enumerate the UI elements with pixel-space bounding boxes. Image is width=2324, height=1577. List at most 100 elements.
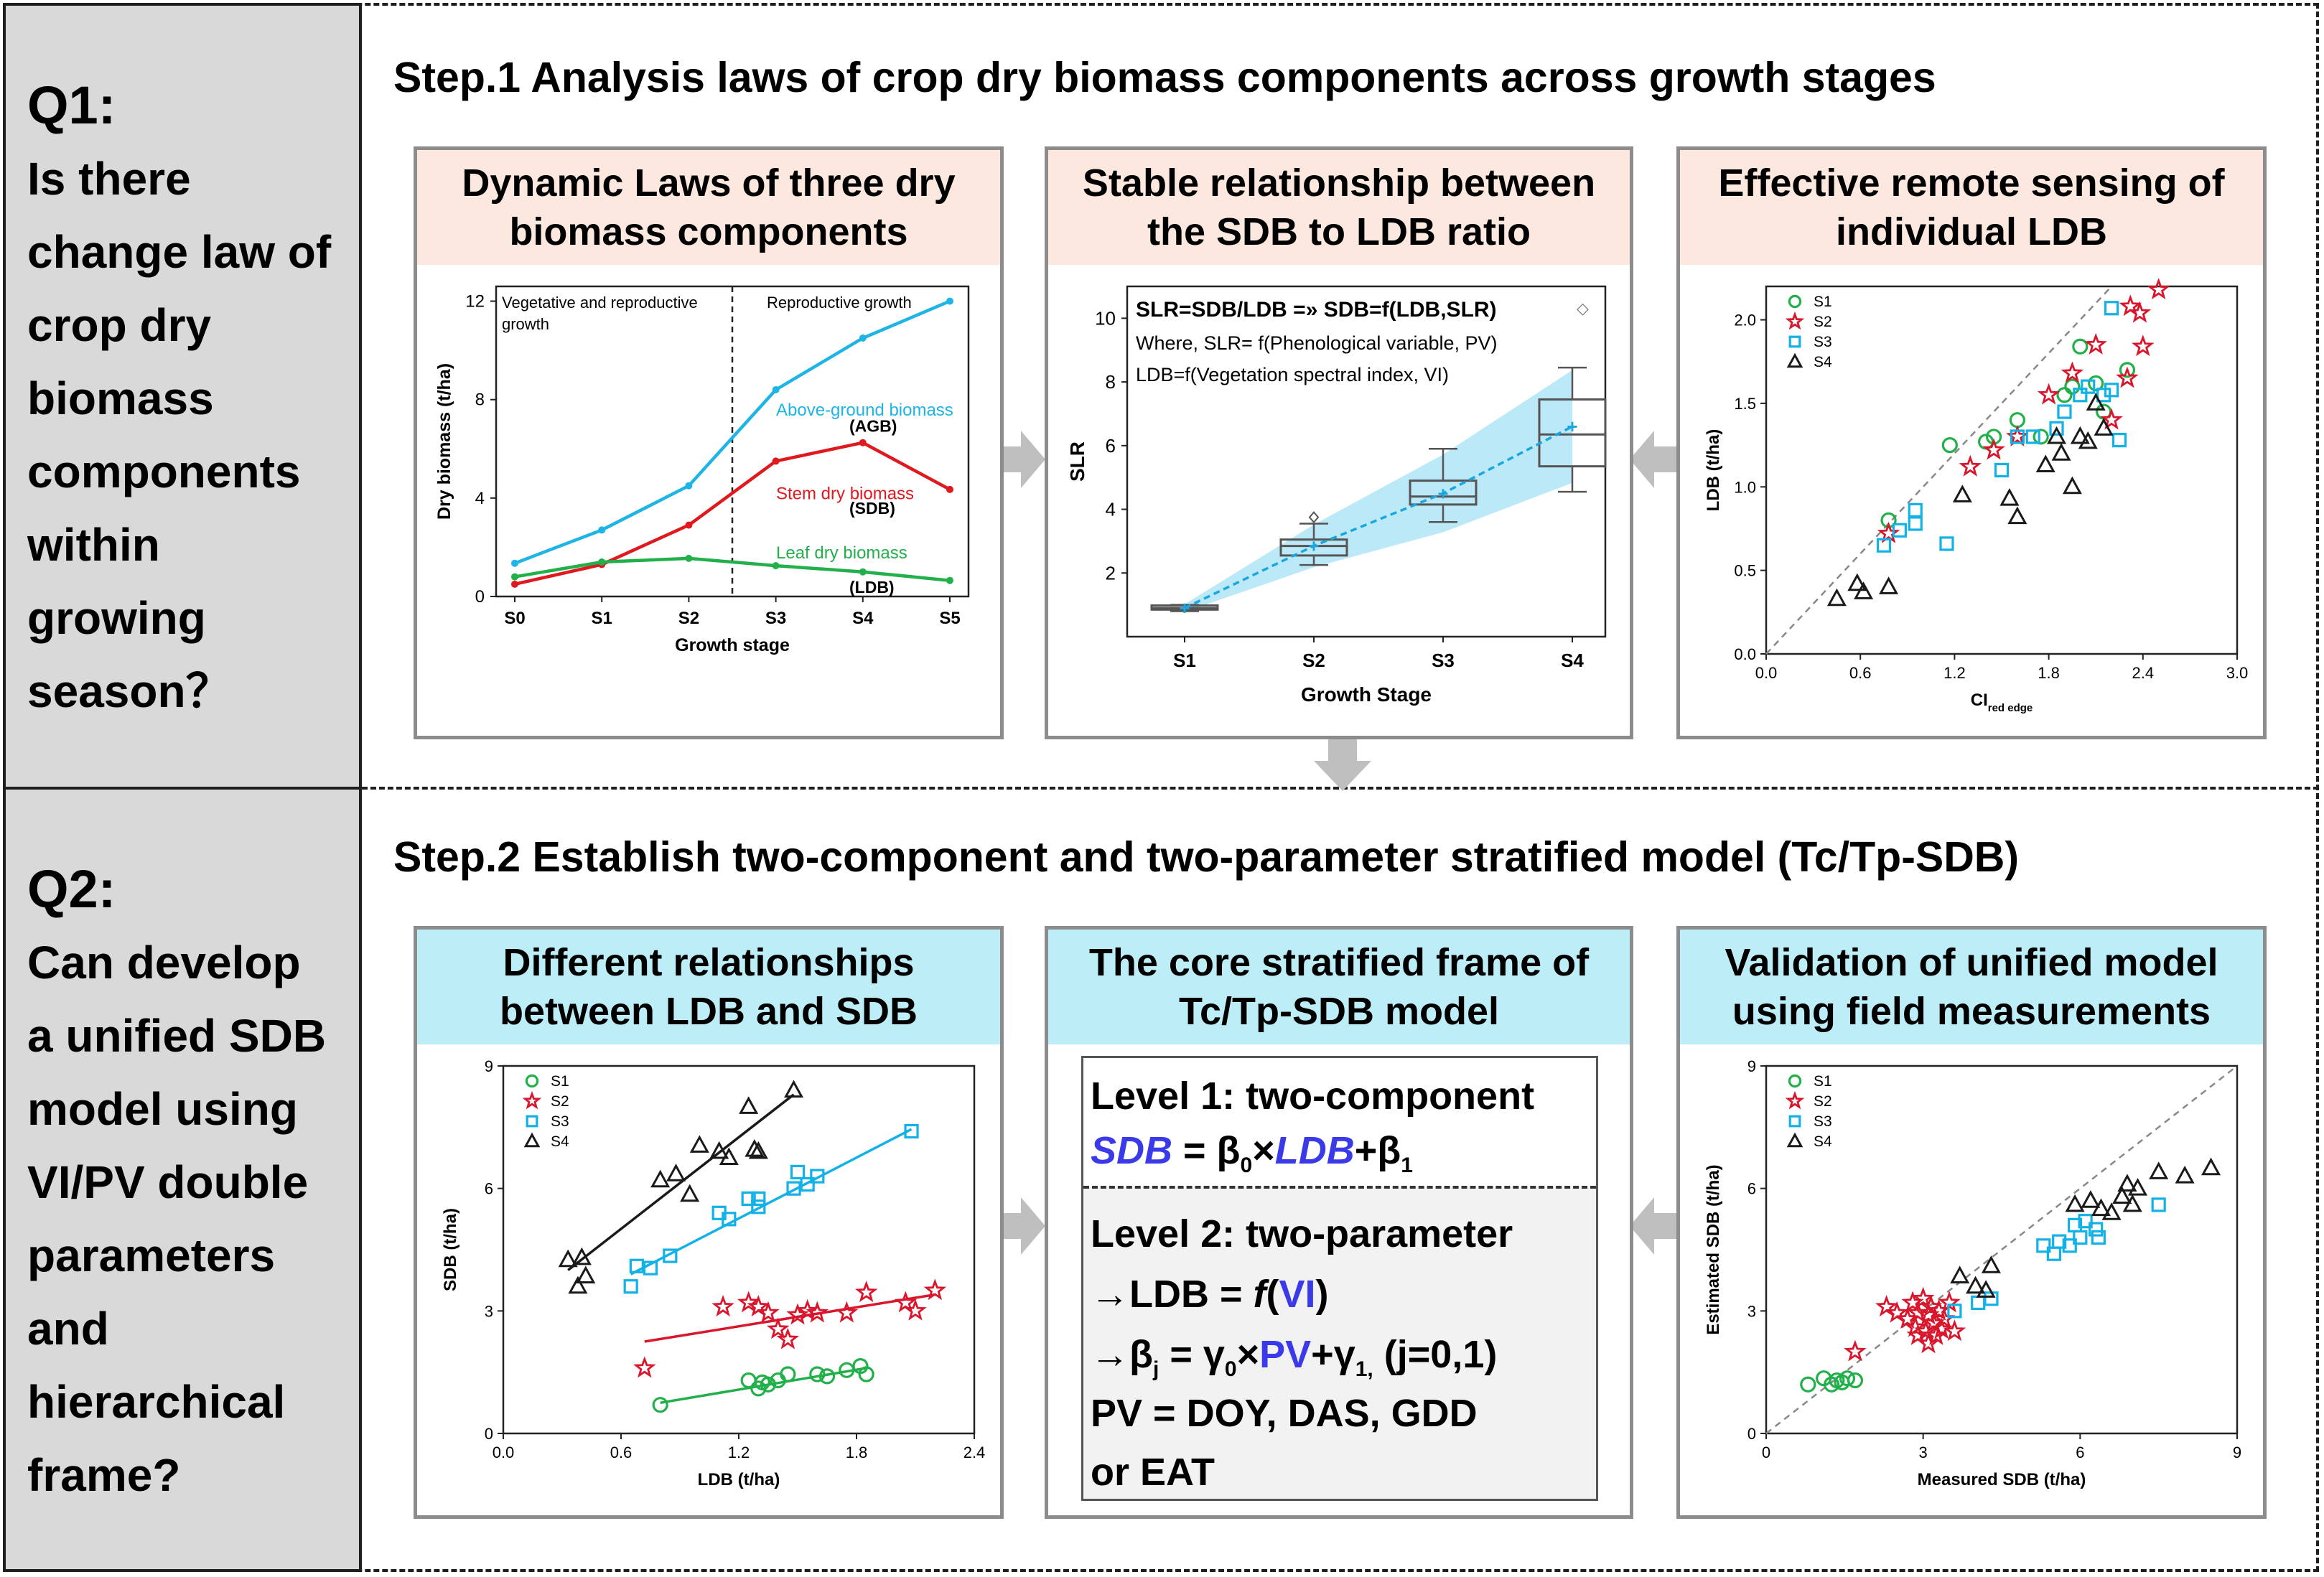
panel-title-line: Dynamic Laws of three dry [462,162,956,205]
reference-line [1765,1065,2238,1434]
x-tick-label: 3 [1919,1443,1928,1461]
y-tick-label: 12 [465,292,485,312]
square-marker [526,1115,538,1128]
square-marker [1939,536,1954,551]
triangle-marker [1999,487,2020,506]
circle-marker [2064,378,2081,395]
q1-line: growing [27,592,206,644]
eq-sub: 1 [1401,1153,1413,1177]
agb-label: Above-ground biomass [776,401,953,420]
eq-text: = γ [1159,1333,1225,1376]
eq-sub: j [1152,1357,1159,1381]
triangle-marker [2117,1174,2137,1192]
x-axis-label: Growth Stage [1301,683,1432,706]
star-marker [2100,408,2123,430]
panel-title-line: individual LDB [1835,210,2107,253]
eq-text: →β [1091,1333,1153,1376]
triangle-marker [2046,426,2067,444]
triangle-marker [1976,1280,1996,1298]
triangle-marker [2101,1202,2122,1220]
star-marker [835,1301,859,1323]
panel-slr-relationship: Stable relationship between the SDB to LD… [1045,146,1633,739]
triangle-marker [2091,1198,2111,1217]
level2-beta-eq: →βj = γ0×PV+γ1, (j=0,1) [1091,1332,1497,1382]
circle-marker [1847,1372,1864,1389]
x-tick-label: 2.4 [963,1443,986,1461]
eq-sub: 0 [1240,1153,1253,1177]
star-marker [2147,278,2170,300]
square-marker [643,1260,658,1276]
square-marker [2036,1238,2051,1253]
x-tick-label: 1.2 [1943,664,1966,682]
circle-marker [2056,387,2073,403]
agb-abbr: (AGB) [849,416,897,435]
panel-title: Effective remote sensing of individual LD… [1680,150,2263,265]
circle-marker [1839,1370,1856,1387]
x-tick-label: 1.8 [2038,664,2060,682]
agb-point [511,559,518,567]
eq-text: →LDB = [1091,1273,1254,1316]
y-axis-label: SLR [1066,441,1088,482]
legend-label: S3 [1814,334,1832,350]
triangle-marker [1966,1276,1986,1294]
square-marker [2089,1222,2104,1237]
level2-title: Level 2: two-parameter [1091,1212,1513,1255]
sdb-label: Stem dry biomass [776,485,914,504]
legend-diamond: ◇ [1577,299,1589,317]
circle-marker [1800,1376,1816,1393]
square-marker [2057,404,2072,419]
level1-equation: SDB = β0×LDB+β1 [1091,1128,1413,1178]
mean-marker: + [1308,535,1319,557]
ldb-abbr: (LDB) [849,578,895,596]
mean-marker: + [1179,597,1190,619]
legend-label: S3 [551,1113,569,1130]
triangle-marker [2094,418,2114,436]
q2-line: parameters [27,1230,276,1281]
legend-label: S1 [1814,1073,1832,1090]
q1-label: Q1: [27,75,116,135]
chart-ldb-scatter: 0.0 0.6 1.2 1.8 2.4 3.0 0.0 0.5 1.0 1.5 2.0 CIred e… [1704,278,2248,714]
agb-point [598,526,606,534]
square-marker [623,1279,638,1294]
legend-label: S4 [1814,354,1832,370]
y-tick-label: 4 [1106,499,1116,520]
y-tick-label: 3 [485,1302,493,1320]
x-tick-label: S2 [1302,650,1325,671]
slr-where: Where, SLR= f(Phenological variable, PV) [1136,332,1498,354]
x-tick-label: 1.2 [728,1443,750,1461]
level1-title: Level 1: two-component [1091,1075,1535,1118]
square-marker [2052,1234,2067,1249]
triangle-marker [2035,454,2055,473]
y-tick-label: 0.0 [1734,645,1756,663]
triangle-marker [783,1080,804,1098]
arrow-right-icon [997,1197,1045,1255]
square-marker [2025,429,2040,444]
eq-text: (j=0,1) [1373,1333,1498,1376]
star-marker [795,1298,819,1321]
sdb-point [772,457,780,465]
chart-ldb-sdb-scatter: 0.0 0.6 1.2 1.8 2.4 0 3 6 9 LDB (t/ha) SDB (t/ha) S… [441,1057,986,1489]
triangle-marker [2065,1194,2085,1212]
agb-point [946,297,953,305]
panel-title-line: using field measurements [1732,990,2211,1033]
panel-core-frame: The core stratified frame of Tc/Tp-SDB mo… [1045,926,1633,1519]
y-tick-label: 4 [475,489,485,508]
y-tick-label: 2.0 [1734,312,1756,329]
y-tick-label: 0.5 [1734,562,1756,580]
square-marker [1947,1304,1962,1319]
triangle-marker [745,1139,765,1157]
eq-sdb: SDB [1091,1129,1173,1172]
circle-marker [809,1366,826,1382]
arrow-left-icon [1630,1197,1679,1255]
x-tick-label: 0.6 [610,1443,633,1461]
square-marker [629,1258,644,1273]
square-marker [2073,1230,2088,1245]
legend-label: S4 [1814,1133,1832,1150]
star-marker [923,1278,947,1301]
sdb-series-line [514,441,951,586]
square-marker [2081,379,2096,394]
eq-text: ) [1315,1273,1329,1316]
triangle-marker [650,1169,671,1188]
y-axis-label: Estimated SDB (t/ha) [1704,1164,1723,1334]
sdb-point [511,580,518,588]
